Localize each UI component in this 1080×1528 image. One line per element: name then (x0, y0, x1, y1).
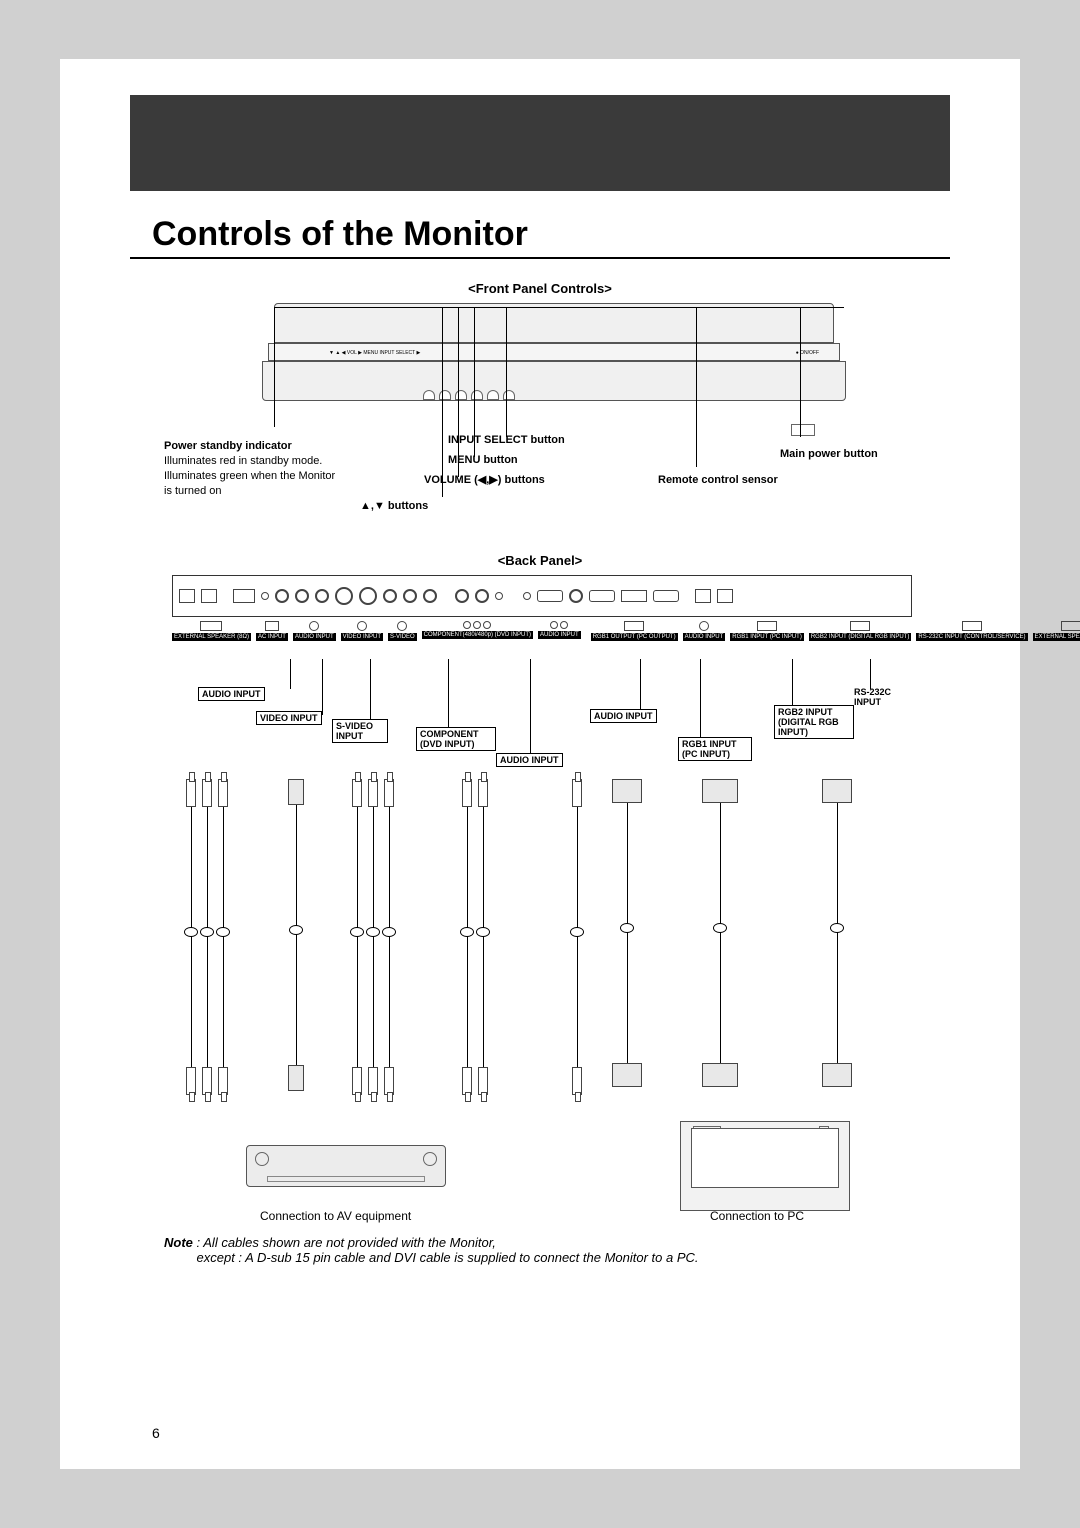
annot-line (322, 659, 323, 715)
component-annot: COMPONENT (DVD INPUT) (416, 727, 496, 751)
callout-line (274, 307, 275, 427)
video-input-annot: VIDEO INPUT (256, 711, 322, 725)
annot-line (290, 659, 291, 689)
page-title: Controls of the Monitor (152, 215, 528, 254)
annot-line (700, 659, 701, 741)
monitor-illustration: ▼ ▲ ◀ VOL ▶ MENU INPUT SELECT ▶ ● ON/OFF (274, 303, 834, 403)
header-band (130, 95, 950, 191)
standby-label: Power standby indicator Illuminates red … (164, 439, 344, 498)
callout-line (442, 307, 443, 497)
remote-sensor-label: Remote control sensor (658, 473, 778, 488)
annot-line (370, 659, 371, 725)
callout-line (506, 307, 507, 437)
standby-desc: Illuminates red in standby mode. Illumin… (164, 455, 335, 497)
manual-page: Controls of the Monitor <Front Panel Con… (60, 59, 1020, 1469)
annot-line (530, 659, 531, 755)
front-panel-heading: <Front Panel Controls> (60, 281, 1020, 296)
av-equipment-illustration (246, 1145, 446, 1187)
page-number: 6 (152, 1425, 160, 1441)
audio-input-annot: AUDIO INPUT (198, 687, 265, 701)
annot-line (448, 659, 449, 733)
annot-line (792, 659, 793, 709)
cables-illustration (172, 779, 912, 1139)
title-underline (130, 257, 950, 259)
back-panel-heading: <Back Panel> (60, 553, 1020, 568)
arrow-buttons-label: ▲,▼ buttons (360, 499, 428, 514)
rgb2-input-annot: RGB2 INPUT (DIGITAL RGB INPUT) (774, 705, 854, 739)
pc-illustration (680, 1121, 850, 1211)
callout-line (696, 307, 697, 467)
power-button-shape (791, 424, 815, 436)
svideo-input-annot: S-VIDEO INPUT (332, 719, 388, 743)
rgb1-input-annot: RGB1 INPUT (PC INPUT) (678, 737, 752, 761)
audio-input2-annot: AUDIO INPUT (496, 753, 563, 767)
callout-line (800, 307, 801, 437)
back-panel-labels-row: EXTERNAL SPEAKER (8Ω) AC INPUT AUDIO INP… (172, 621, 912, 655)
rs232c-annot: RS-232C INPUT (854, 687, 914, 707)
back-panel-strip (172, 575, 912, 617)
monitor-mid-label: ▼ ▲ ◀ VOL ▶ MENU INPUT SELECT ▶ (329, 350, 420, 356)
av-caption: Connection to AV equipment (260, 1209, 411, 1223)
main-power-label: Main power button (780, 447, 878, 462)
audio-input3-annot: AUDIO INPUT (590, 709, 657, 723)
front-buttons-row (423, 390, 515, 400)
input-select-label: INPUT SELECT button (448, 433, 565, 448)
callout-line (458, 307, 459, 477)
note-text: Note : All cables shown are not provided… (164, 1235, 940, 1265)
annot-line (640, 659, 641, 713)
annot-line (870, 659, 871, 689)
volume-buttons-label: VOLUME (◀,▶) buttons (424, 473, 545, 488)
menu-button-label: MENU button (448, 453, 518, 468)
pc-caption: Connection to PC (710, 1209, 804, 1223)
callout-line (274, 307, 844, 308)
